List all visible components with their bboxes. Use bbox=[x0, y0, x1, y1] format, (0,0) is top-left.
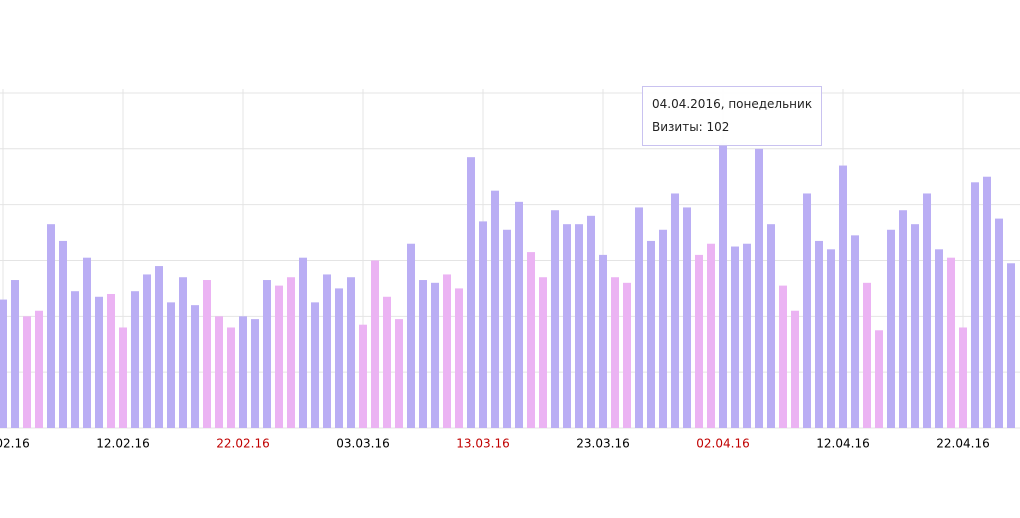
bar bbox=[539, 277, 547, 428]
bar bbox=[0, 299, 7, 428]
bar bbox=[143, 274, 151, 428]
bar bbox=[563, 224, 571, 428]
bar bbox=[179, 277, 187, 428]
bar bbox=[167, 302, 175, 428]
x-tick-label: 23.03.16 bbox=[576, 437, 629, 451]
bar bbox=[443, 274, 451, 428]
bar bbox=[191, 305, 199, 428]
bar bbox=[467, 157, 475, 428]
bar bbox=[311, 302, 319, 428]
bar bbox=[203, 280, 211, 428]
bar bbox=[503, 229, 511, 428]
bar bbox=[587, 215, 595, 428]
bar bbox=[635, 207, 643, 428]
x-tick-label: 02.04.16 bbox=[696, 437, 749, 451]
bar bbox=[347, 277, 355, 428]
bar bbox=[431, 282, 439, 428]
x-tick-label: 22.02.16 bbox=[216, 437, 269, 451]
bar bbox=[875, 330, 883, 428]
bar bbox=[743, 243, 751, 428]
bar bbox=[395, 319, 403, 428]
bar bbox=[803, 193, 811, 428]
bar bbox=[335, 288, 343, 428]
x-tick-label: 03.03.16 bbox=[336, 437, 389, 451]
bar bbox=[863, 282, 871, 428]
x-tick-label: 02.02.16 bbox=[0, 437, 30, 451]
bar bbox=[839, 165, 847, 428]
bar bbox=[227, 327, 235, 428]
bar bbox=[659, 229, 667, 428]
bar bbox=[755, 148, 763, 429]
bar bbox=[515, 201, 523, 428]
tooltip-text: Визиты: 102 bbox=[652, 120, 730, 134]
bar bbox=[671, 193, 679, 428]
bar bbox=[731, 246, 739, 428]
bar bbox=[947, 257, 955, 428]
bar bbox=[851, 235, 859, 428]
bar bbox=[575, 224, 583, 428]
bar bbox=[155, 266, 163, 428]
bar bbox=[767, 224, 775, 428]
bar bbox=[899, 210, 907, 428]
bar bbox=[251, 319, 259, 428]
bar bbox=[971, 182, 979, 428]
x-tick-label: 22.04.16 bbox=[936, 437, 989, 451]
bar bbox=[35, 310, 43, 428]
bar bbox=[299, 257, 307, 428]
bar bbox=[383, 296, 391, 428]
bar bbox=[983, 176, 991, 428]
bar bbox=[119, 327, 127, 428]
bar bbox=[263, 280, 271, 428]
bar bbox=[791, 310, 799, 428]
bar bbox=[935, 249, 943, 428]
bar bbox=[323, 274, 331, 428]
x-tick-label: 12.02.16 bbox=[96, 437, 149, 451]
bar bbox=[695, 254, 703, 428]
bar bbox=[23, 316, 31, 428]
bar bbox=[95, 296, 103, 428]
tooltip-title: 04.04.2016, понедельник bbox=[652, 97, 813, 111]
bar bbox=[959, 327, 967, 428]
bar bbox=[623, 282, 631, 428]
bar bbox=[1007, 263, 1015, 428]
bar bbox=[647, 240, 655, 428]
bar bbox=[275, 285, 283, 428]
bar bbox=[47, 224, 55, 428]
bar bbox=[611, 277, 619, 428]
bar bbox=[239, 316, 247, 428]
bar bbox=[479, 221, 487, 428]
bar bbox=[911, 224, 919, 428]
bar bbox=[83, 257, 91, 428]
x-tick-label: 12.04.16 bbox=[816, 437, 869, 451]
bar bbox=[71, 291, 79, 428]
bar bbox=[683, 207, 691, 428]
bar bbox=[719, 143, 727, 428]
bar bbox=[11, 280, 19, 428]
bar bbox=[407, 243, 415, 428]
bar bbox=[419, 280, 427, 428]
bar bbox=[815, 240, 823, 428]
tooltip: 04.04.2016, понедельник Визиты: 102 bbox=[642, 86, 823, 146]
bar bbox=[131, 291, 139, 428]
bar bbox=[359, 324, 367, 428]
bar bbox=[527, 252, 535, 428]
bar bbox=[215, 316, 223, 428]
bar bbox=[371, 260, 379, 428]
bar bbox=[887, 229, 895, 428]
bar bbox=[59, 240, 67, 428]
bar bbox=[707, 243, 715, 428]
bar bbox=[287, 277, 295, 428]
bar bbox=[827, 249, 835, 428]
x-tick-label: 13.03.16 bbox=[456, 437, 509, 451]
bar bbox=[779, 285, 787, 428]
bar bbox=[491, 190, 499, 428]
bar bbox=[599, 254, 607, 428]
bar bbox=[923, 193, 931, 428]
bar bbox=[995, 218, 1003, 428]
bar bbox=[551, 210, 559, 428]
bar bbox=[455, 288, 463, 428]
bar bbox=[107, 293, 115, 428]
